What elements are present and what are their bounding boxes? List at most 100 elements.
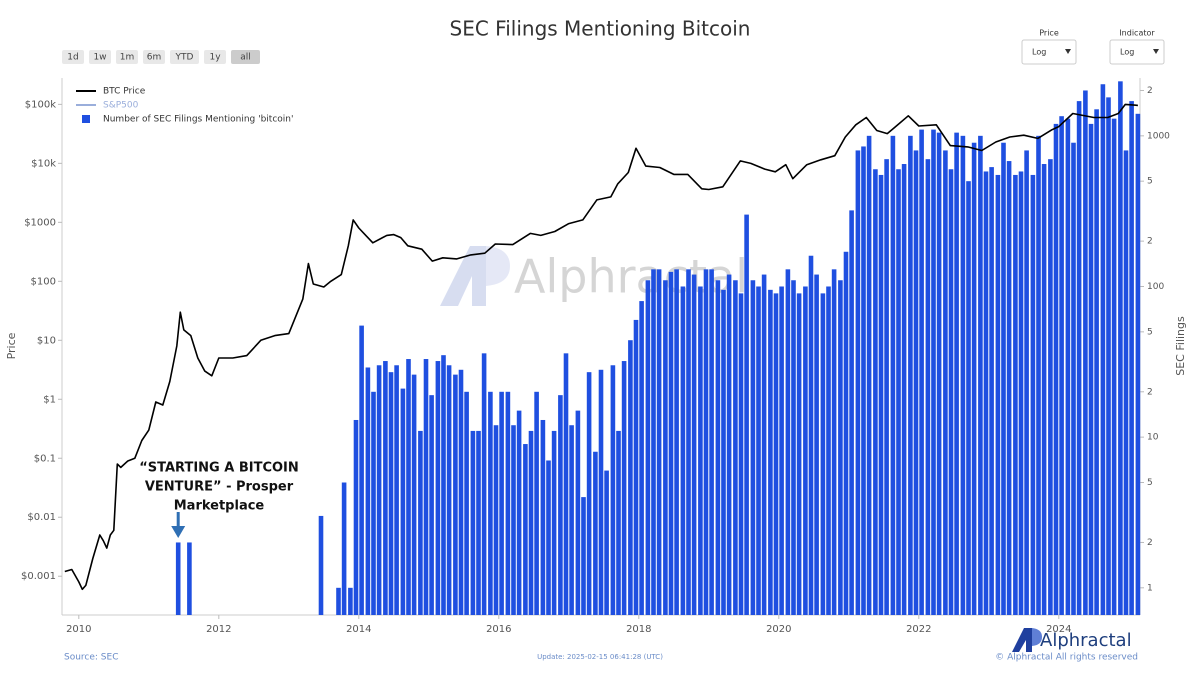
range-button-bg[interactable] <box>170 50 199 64</box>
bar <box>446 365 452 615</box>
x-tick-label: 2014 <box>346 624 371 635</box>
bar <box>499 391 504 615</box>
y2-tick-label: 1000 <box>1147 131 1170 141</box>
selector-box[interactable] <box>1021 39 1077 65</box>
range-button[interactable]: 1d <box>62 50 84 64</box>
legend-label: Number of SEC Filings Mentioning 'bitcoi… <box>103 115 293 125</box>
y2-tick-label: 2 <box>1147 237 1153 247</box>
bar <box>668 271 674 615</box>
bar <box>371 391 376 615</box>
bar <box>680 286 686 615</box>
bar <box>721 289 726 615</box>
range-button-label[interactable]: 1w <box>93 53 106 63</box>
bar <box>855 150 861 616</box>
selector[interactable]: Log <box>1109 39 1165 65</box>
bar <box>761 274 767 615</box>
bar <box>978 135 983 615</box>
bar <box>376 365 382 615</box>
range-button[interactable]: 1w <box>89 50 111 64</box>
bar <box>610 365 616 615</box>
annotation-text: VENTURE” - Prosper <box>145 480 294 495</box>
bar <box>400 388 406 615</box>
bar <box>569 425 574 615</box>
range-button-bg[interactable] <box>116 50 138 64</box>
range-button-bg[interactable] <box>62 50 84 64</box>
bar <box>873 169 878 615</box>
y-tick-label: $1000 <box>24 217 56 228</box>
bar <box>1111 118 1117 616</box>
bar <box>756 286 761 615</box>
bar <box>744 214 749 615</box>
selector-value[interactable]: Log <box>1120 48 1134 57</box>
bar <box>931 129 936 615</box>
bar <box>709 269 714 615</box>
bar <box>890 135 896 615</box>
x-tick-label: 2024 <box>1046 624 1071 635</box>
x-tick-label: 2010 <box>66 624 91 635</box>
bar <box>1106 97 1111 615</box>
selector-arrow[interactable] <box>1153 49 1159 54</box>
bar <box>849 210 854 616</box>
bar <box>1088 123 1094 616</box>
legend-label: BTC Price <box>103 87 146 97</box>
bar <box>966 181 971 615</box>
bar <box>925 159 931 615</box>
bar <box>563 353 569 615</box>
bar <box>814 274 819 615</box>
logo-icon <box>1032 628 1042 646</box>
bar <box>983 171 989 615</box>
range-button-label[interactable]: all <box>240 53 251 63</box>
range-button[interactable]: YTD <box>170 50 199 64</box>
range-button-bg[interactable] <box>89 50 111 64</box>
bar <box>919 129 924 615</box>
bar <box>581 497 586 615</box>
bar <box>796 293 802 615</box>
selector-arrow[interactable] <box>1065 49 1071 54</box>
bar <box>866 135 872 615</box>
bar <box>943 150 948 616</box>
y-tick-label: $100k <box>25 99 56 110</box>
bar <box>598 369 604 615</box>
y2-tick-label: 1 <box>1147 583 1153 593</box>
y-tick-label: $0.001 <box>21 571 56 582</box>
y-axis-label: Price <box>5 332 18 359</box>
y2-tick-label: 2 <box>1147 86 1153 96</box>
range-button-bg[interactable] <box>143 50 165 64</box>
bar <box>726 274 732 615</box>
bar <box>1041 164 1047 616</box>
bar <box>551 430 557 615</box>
range-button-label[interactable]: 1m <box>120 53 135 63</box>
bar <box>1024 150 1029 616</box>
y2-tick-label: 10 <box>1147 433 1159 443</box>
bar <box>1065 118 1071 616</box>
range-button[interactable]: all <box>231 50 260 64</box>
range-button-bg[interactable] <box>204 50 226 64</box>
bar <box>1071 142 1076 615</box>
range-button-label[interactable]: 1d <box>67 53 78 63</box>
bar <box>1059 116 1064 615</box>
bar <box>820 293 826 615</box>
selector-box[interactable] <box>1109 39 1165 65</box>
range-button[interactable]: 6m <box>143 50 165 64</box>
bar <box>1018 171 1024 615</box>
annotation-arrow-head <box>171 526 186 538</box>
bar <box>534 391 539 615</box>
y-tick-label: $10 <box>37 335 56 346</box>
selector[interactable]: Log <box>1021 39 1077 65</box>
bar <box>528 430 534 615</box>
selector-label: Price <box>1039 29 1059 38</box>
selector-value[interactable]: Log <box>1032 48 1046 57</box>
bar <box>511 425 516 615</box>
bar <box>348 587 353 615</box>
range-button-label[interactable]: 6m <box>147 53 162 63</box>
bar <box>359 325 364 615</box>
bar <box>621 361 627 615</box>
bar <box>698 286 703 615</box>
range-button-label[interactable]: 1y <box>209 53 221 63</box>
x-tick-label: 2020 <box>766 624 791 635</box>
range-button[interactable]: 1m <box>116 50 138 64</box>
range-button-label[interactable]: YTD <box>175 53 194 63</box>
range-button[interactable]: 1y <box>204 50 226 64</box>
range-button-bg[interactable] <box>231 50 260 64</box>
bar <box>616 430 621 615</box>
